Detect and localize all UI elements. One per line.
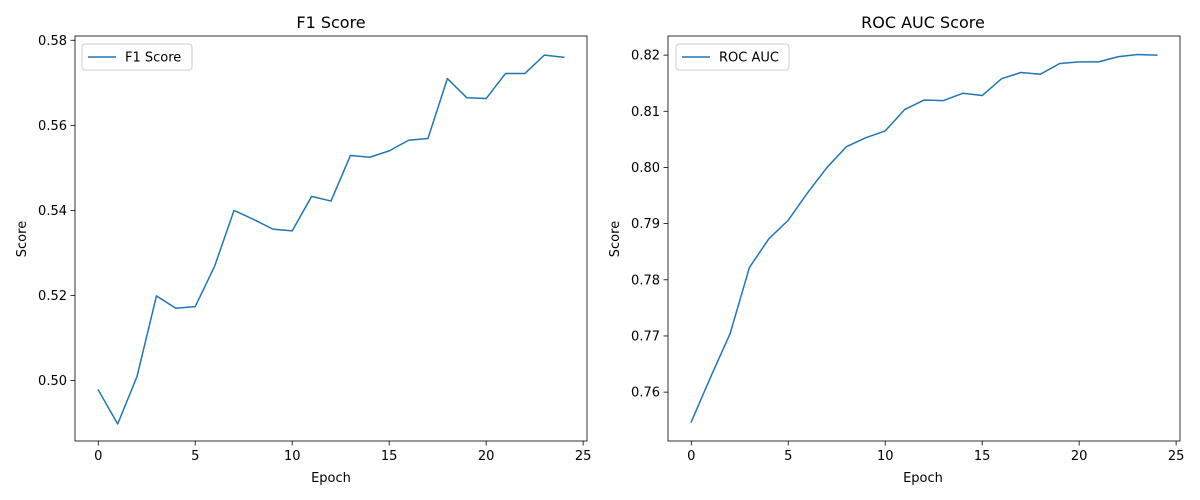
y-tick-label: 0.76 bbox=[631, 386, 660, 401]
data-point bbox=[884, 130, 886, 132]
plot-area: 0 5 10 15 20 25 0.76 0.77 0.78 0.79 0.80 0.81 0.82 bbox=[631, 35, 1185, 464]
x-tick-label: 10 bbox=[877, 449, 894, 464]
data-point bbox=[466, 96, 468, 98]
data-point bbox=[787, 219, 789, 221]
data-point bbox=[213, 265, 215, 267]
y-tick-label: 0.54 bbox=[38, 204, 67, 219]
data-point bbox=[981, 94, 983, 96]
data-point bbox=[155, 295, 157, 297]
data-point bbox=[563, 56, 565, 58]
x-tick-label: 20 bbox=[478, 449, 495, 464]
y-tick-label: 0.50 bbox=[38, 374, 67, 389]
data-point bbox=[768, 238, 770, 240]
data-point bbox=[175, 307, 177, 309]
data-point bbox=[1156, 54, 1158, 56]
data-point bbox=[485, 97, 487, 99]
data-point bbox=[446, 77, 448, 79]
data-point bbox=[729, 333, 731, 335]
legend-label: F1 Score bbox=[125, 51, 181, 66]
x-tick-label: 5 bbox=[784, 449, 792, 464]
x-axis-label: Epoch bbox=[903, 471, 943, 486]
y-tick-label: 0.81 bbox=[631, 105, 660, 120]
data-point bbox=[1000, 77, 1002, 79]
data-point bbox=[349, 154, 351, 156]
chart-title: F1 Score bbox=[296, 13, 365, 32]
x-tick-label: 25 bbox=[575, 449, 592, 464]
x-tick-label: 15 bbox=[381, 449, 398, 464]
legend: ROC AUC bbox=[675, 43, 790, 71]
data-point bbox=[826, 166, 828, 168]
data-point bbox=[233, 209, 235, 211]
data-point bbox=[524, 72, 526, 74]
data-point bbox=[427, 137, 429, 139]
data-point bbox=[543, 54, 545, 56]
data-point bbox=[330, 200, 332, 202]
data-point bbox=[1078, 61, 1080, 63]
data-point bbox=[194, 305, 196, 307]
data-point bbox=[369, 156, 371, 158]
y-tick-label: 0.80 bbox=[631, 161, 660, 176]
data-point bbox=[1117, 56, 1119, 58]
chart-f1-score: F1 Score 0 5 10 15 20 250.500.520.540.560.58 … bbox=[15, 13, 591, 486]
y-axis-label: Score bbox=[15, 221, 30, 257]
data-point bbox=[903, 108, 905, 110]
data-point bbox=[1020, 71, 1022, 73]
data-point bbox=[942, 99, 944, 101]
data-point bbox=[97, 389, 99, 391]
axes-frame bbox=[667, 35, 1181, 442]
chart-roc-auc-score: ROC AUC Score 0 5 10 15 20 25 0.76 0.77 0.78 0.79… bbox=[608, 13, 1184, 486]
data-point bbox=[310, 195, 312, 197]
data-point bbox=[865, 136, 867, 138]
data-point bbox=[1039, 73, 1041, 75]
y-tick-label: 0.58 bbox=[38, 34, 67, 49]
data-point bbox=[407, 139, 409, 141]
y-tick-label: 0.79 bbox=[631, 217, 660, 232]
y-tick-label: 0.77 bbox=[631, 329, 660, 344]
data-point bbox=[1136, 53, 1138, 55]
x-axis-label: Epoch bbox=[311, 471, 351, 486]
series-line bbox=[690, 53, 1158, 423]
legend: F1 Score bbox=[81, 43, 193, 71]
y-tick-label: 0.78 bbox=[631, 273, 660, 288]
data-point bbox=[252, 218, 254, 220]
legend-frame bbox=[81, 43, 193, 71]
data-point bbox=[709, 376, 711, 378]
data-point bbox=[845, 145, 847, 147]
x-tick-label: 20 bbox=[1071, 449, 1088, 464]
x-tick-label: 15 bbox=[974, 449, 991, 464]
series-line bbox=[97, 54, 565, 425]
x-tick-label: 10 bbox=[284, 449, 301, 464]
data-point bbox=[806, 192, 808, 194]
y-axis-label: Score bbox=[608, 221, 623, 257]
y-tick-label: 0.82 bbox=[631, 49, 660, 64]
chart-title: ROC AUC Score bbox=[861, 13, 985, 32]
data-point bbox=[504, 72, 506, 74]
x-tick-label: 0 bbox=[687, 449, 695, 464]
data-point bbox=[1059, 62, 1061, 64]
data-point bbox=[962, 92, 964, 94]
data-point bbox=[690, 421, 692, 423]
data-point bbox=[923, 99, 925, 101]
data-point bbox=[748, 266, 750, 268]
data-point bbox=[1097, 61, 1099, 63]
data-point bbox=[136, 375, 138, 377]
legend-frame bbox=[675, 43, 790, 71]
x-tick-label: 25 bbox=[1168, 449, 1185, 464]
x-tick-label: 5 bbox=[191, 449, 199, 464]
data-point bbox=[272, 228, 274, 230]
data-point bbox=[116, 423, 118, 425]
data-point bbox=[388, 150, 390, 152]
x-tick-label: 0 bbox=[94, 449, 102, 464]
y-tick-label: 0.52 bbox=[38, 289, 67, 304]
legend-label: ROC AUC bbox=[719, 51, 779, 66]
plot-area: 0 5 10 15 20 25 0.50 0.52 0.54 0.56 0.58 bbox=[38, 34, 591, 464]
y-tick-label: 0.56 bbox=[38, 119, 67, 134]
axes-frame bbox=[74, 35, 588, 442]
data-point bbox=[291, 230, 293, 232]
